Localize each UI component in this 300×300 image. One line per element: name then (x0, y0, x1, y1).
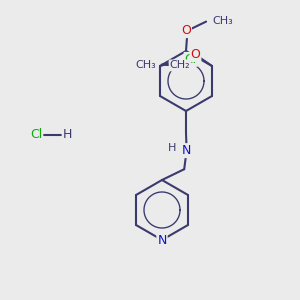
Text: CH₃: CH₃ (213, 16, 233, 26)
Text: H: H (168, 142, 176, 153)
Text: CH₂: CH₂ (169, 60, 190, 70)
Text: N: N (157, 233, 167, 247)
Text: CH₃: CH₃ (136, 59, 157, 70)
Text: O: O (181, 24, 191, 37)
Text: O: O (190, 48, 200, 61)
Text: Cl: Cl (30, 128, 42, 142)
Text: Cl: Cl (184, 53, 197, 66)
Text: N: N (182, 144, 191, 157)
Text: H: H (63, 128, 72, 142)
